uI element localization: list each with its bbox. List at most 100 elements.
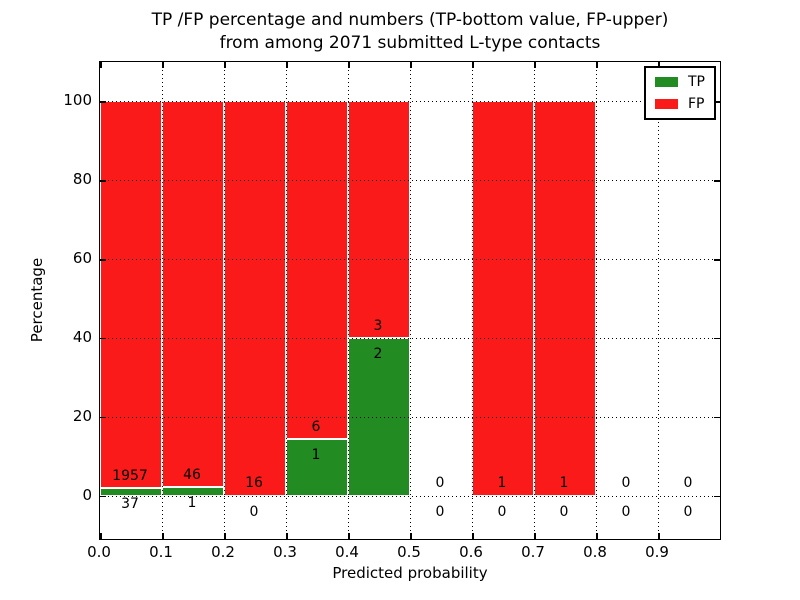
y-tick-mark-right — [714, 101, 720, 103]
tp-count-label: 0 — [621, 503, 631, 520]
x-tick-mark — [534, 533, 536, 539]
fp-count-label: 16 — [245, 475, 263, 492]
y-tick-mark — [100, 416, 106, 419]
y-tick-mark-right — [714, 416, 720, 419]
bar-segment-tp — [348, 337, 410, 496]
bar-segment-fp — [534, 101, 596, 496]
y-tick-label: 0 — [82, 485, 92, 504]
x-tick-mark — [348, 533, 350, 539]
x-tick-mark — [286, 533, 288, 539]
gridline-vertical — [224, 62, 225, 539]
fp-count-label: 0 — [435, 475, 445, 492]
x-tick-label: 0.0 — [87, 543, 111, 561]
x-tick-mark-top — [596, 62, 598, 68]
x-tick-mark-top — [286, 62, 288, 68]
x-tick-mark-top — [472, 62, 474, 68]
gridline-vertical — [348, 62, 349, 539]
chart-title-line2: from among 2071 submitted L-type contact… — [219, 33, 601, 53]
legend-item: TP — [655, 75, 705, 89]
legend-label-fp: FP — [688, 96, 705, 112]
tp-count-label: 0 — [435, 503, 445, 520]
y-tick-mark-right — [714, 337, 720, 340]
x-tick-mark-top — [534, 62, 536, 68]
fp-count-label: 46 — [183, 466, 201, 483]
legend-item: FP — [655, 97, 705, 111]
tp-count-label: 1 — [187, 495, 197, 512]
y-tick-mark — [100, 180, 106, 182]
x-tick-mark — [224, 533, 226, 539]
y-tick-mark-right — [714, 180, 720, 182]
y-tick-mark-right — [714, 495, 720, 498]
gridline-vertical — [472, 62, 473, 539]
x-tick-label: 0.1 — [149, 543, 173, 561]
gridline-vertical — [162, 62, 163, 539]
legend-swatch-tp — [655, 77, 678, 87]
bar-segment-fp — [348, 101, 410, 338]
legend: TP FP — [644, 66, 716, 120]
bar-segment-tp — [100, 488, 162, 496]
chart-title-line1: TP /FP percentage and numbers (TP-bottom… — [151, 10, 669, 30]
y-tick-mark — [100, 337, 106, 340]
y-tick-label: 20 — [72, 406, 92, 425]
x-tick-mark — [100, 533, 102, 539]
x-tick-mark-top — [100, 62, 102, 68]
tp-count-label: 0 — [559, 503, 569, 520]
gridline-vertical — [596, 62, 597, 539]
x-tick-mark — [596, 533, 598, 539]
y-tick-mark-right — [714, 259, 720, 261]
x-tick-mark-top — [658, 62, 660, 68]
legend-label-tp: TP — [688, 74, 705, 90]
tp-count-label: 0 — [683, 503, 693, 520]
chart-title: TP /FP percentage and numbers (TP-bottom… — [99, 9, 721, 55]
gridline-vertical — [410, 62, 411, 539]
x-tick-mark — [472, 533, 474, 539]
bar-segment-fp — [472, 101, 534, 496]
x-axis-title: Predicted probability — [332, 564, 488, 582]
plot-area: TP FP — [99, 61, 721, 540]
x-tick-mark — [410, 533, 412, 539]
y-tick-mark — [100, 259, 106, 261]
x-tick-label: 0.9 — [645, 543, 669, 561]
y-tick-mark — [100, 495, 106, 498]
bar-segment-tp — [286, 439, 348, 496]
fp-count-label: 0 — [683, 475, 693, 492]
x-tick-label: 0.4 — [335, 543, 359, 561]
x-tick-mark — [162, 533, 164, 539]
x-tick-mark — [658, 533, 660, 539]
fp-count-label: 1957 — [112, 467, 148, 484]
y-axis-title: Percentage — [28, 257, 46, 343]
y-tick-label: 80 — [72, 170, 92, 189]
y-tick-label: 60 — [72, 249, 92, 268]
tp-count-label: 37 — [121, 496, 139, 513]
x-tick-mark-top — [224, 62, 226, 68]
x-tick-label: 0.5 — [397, 543, 421, 561]
x-tick-label: 0.6 — [459, 543, 483, 561]
gridline-vertical — [658, 62, 659, 539]
x-tick-label: 0.3 — [273, 543, 297, 561]
tp-count-label: 2 — [373, 345, 383, 362]
tp-count-label: 1 — [311, 447, 321, 464]
bar-segment-fp — [100, 101, 162, 489]
tp-count-label: 0 — [497, 503, 507, 520]
x-tick-mark-top — [162, 62, 164, 68]
fp-count-label: 3 — [373, 317, 383, 334]
bar-segment-fp — [162, 101, 224, 488]
x-tick-mark-top — [348, 62, 350, 68]
legend-swatch-fp — [655, 99, 678, 109]
y-tick-label: 100 — [63, 91, 92, 110]
bar-segment-fp — [224, 101, 286, 496]
y-tick-label: 40 — [72, 327, 92, 346]
x-tick-label: 0.8 — [583, 543, 607, 561]
tp-count-label: 0 — [249, 503, 259, 520]
fp-count-label: 6 — [311, 418, 321, 435]
fp-count-label: 1 — [559, 475, 569, 492]
gridline-vertical — [286, 62, 287, 539]
gridline-vertical — [534, 62, 535, 539]
x-tick-mark-top — [410, 62, 412, 68]
x-tick-label: 0.2 — [211, 543, 235, 561]
bar-segment-fp — [286, 101, 348, 440]
fp-count-label: 0 — [621, 475, 631, 492]
y-tick-mark — [100, 101, 106, 103]
fp-count-label: 1 — [497, 475, 507, 492]
